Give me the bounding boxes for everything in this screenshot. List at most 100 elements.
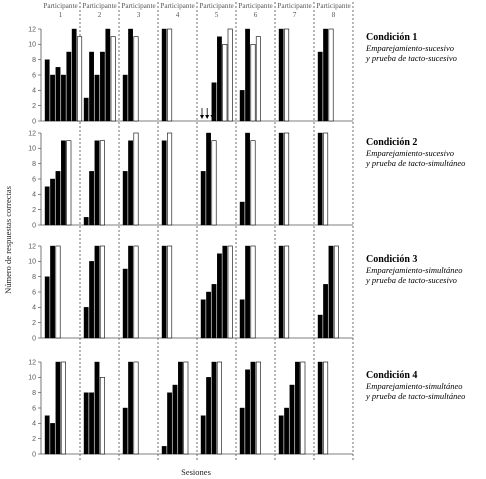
y-tick-label: 8 bbox=[32, 390, 36, 397]
bar-test-extra bbox=[227, 28, 233, 122]
bar-training bbox=[239, 407, 245, 455]
bar-training bbox=[50, 74, 56, 122]
y-tick-label: 6 bbox=[32, 289, 36, 296]
bar-training bbox=[105, 28, 111, 122]
bar-test bbox=[216, 361, 222, 455]
bar-training bbox=[172, 384, 178, 455]
bar-training bbox=[94, 74, 100, 122]
bar-training bbox=[245, 369, 250, 455]
bar-training bbox=[289, 384, 295, 455]
y-tick-label: 10 bbox=[28, 375, 36, 382]
condition-subtitle: Emparejamiento-sucesivo bbox=[366, 148, 454, 158]
y-tick-label: 10 bbox=[28, 146, 36, 153]
bar-training bbox=[50, 245, 56, 339]
bar-training bbox=[328, 245, 334, 339]
bar-training bbox=[50, 178, 56, 226]
y-tick-label: 2 bbox=[32, 103, 36, 110]
condition-title: Condición 2 bbox=[366, 137, 418, 148]
condition-label: Condición 2 Emparejamiento-sucesivo y prue… bbox=[366, 137, 486, 168]
bar-training bbox=[55, 67, 61, 122]
y-tick-label: 8 bbox=[32, 57, 36, 64]
bar-test bbox=[77, 36, 83, 122]
participant-header-word: Participante bbox=[199, 2, 233, 10]
y-tick-label: 8 bbox=[32, 161, 36, 168]
bar-training bbox=[200, 415, 206, 455]
bar-training bbox=[128, 361, 133, 455]
bar-test bbox=[284, 245, 290, 339]
bar-test bbox=[167, 245, 173, 339]
bar-training bbox=[278, 28, 284, 122]
bar-test bbox=[183, 361, 189, 455]
bar-test bbox=[133, 132, 139, 226]
bar-training bbox=[83, 392, 89, 455]
y-tick-label: 10 bbox=[28, 42, 36, 49]
participant-header-number: 2 bbox=[98, 11, 102, 19]
y-tick-label: 12 bbox=[28, 130, 36, 137]
bar-training bbox=[245, 28, 250, 122]
y-tick-label: 6 bbox=[32, 176, 36, 183]
bar-training bbox=[245, 132, 250, 226]
bar-training bbox=[89, 51, 95, 122]
y-tick-label: 4 bbox=[32, 305, 36, 312]
bar-training bbox=[216, 36, 222, 122]
participant-header-number: 5 bbox=[215, 11, 219, 19]
participant-header-word: Participante bbox=[160, 2, 194, 10]
bar-training bbox=[122, 74, 128, 122]
bar-test bbox=[99, 140, 105, 226]
y-axis-title: Número de respuestas correctas bbox=[3, 186, 13, 294]
y-tick-label: 2 bbox=[32, 320, 36, 327]
condition-subtitle: y prueba de tacto-sucesivo bbox=[366, 275, 457, 285]
bar-training bbox=[161, 446, 167, 455]
participant-header-number: 7 bbox=[293, 11, 297, 19]
condition-label: Condición 1 Emparejamiento-sucesivo y prue… bbox=[366, 32, 486, 63]
bar-training bbox=[161, 28, 167, 122]
bar-training bbox=[44, 59, 50, 122]
bar-test bbox=[222, 44, 228, 122]
bar-test bbox=[211, 140, 217, 226]
y-tick-label: 12 bbox=[28, 243, 36, 250]
bar-test bbox=[133, 36, 139, 122]
bar-training bbox=[94, 361, 100, 455]
bar-training bbox=[44, 415, 50, 455]
y-tick-label: 6 bbox=[32, 405, 36, 412]
y-tick-label: 12 bbox=[28, 359, 36, 366]
bar-training bbox=[216, 253, 222, 339]
bar-training bbox=[44, 276, 50, 339]
bar-training bbox=[99, 51, 105, 122]
bar-test bbox=[328, 28, 334, 122]
participant-header-word: Participante bbox=[316, 2, 350, 10]
bar-test bbox=[167, 28, 173, 122]
bar-test bbox=[133, 245, 139, 339]
bar-training bbox=[278, 132, 284, 226]
bar-training bbox=[89, 261, 95, 339]
bar-test bbox=[284, 132, 290, 226]
bar-training bbox=[323, 284, 328, 339]
participant-header-number: 4 bbox=[176, 11, 180, 19]
bar-training bbox=[239, 299, 245, 339]
bar-test bbox=[99, 377, 105, 455]
y-tick-label: 4 bbox=[32, 192, 36, 199]
bar-test-extra bbox=[255, 36, 261, 122]
y-tick-label: 12 bbox=[28, 26, 36, 33]
bar-training bbox=[284, 407, 289, 455]
bar-test bbox=[110, 36, 116, 122]
bar-test bbox=[167, 132, 173, 226]
participant-header-number: 8 bbox=[332, 11, 336, 19]
bar-training bbox=[211, 82, 217, 122]
bar-test bbox=[300, 361, 306, 455]
bar-training bbox=[128, 140, 133, 226]
participant-header-word: Participante bbox=[277, 2, 311, 10]
bar-test bbox=[133, 361, 139, 455]
y-tick-label: 4 bbox=[32, 88, 36, 95]
bar-training bbox=[66, 51, 72, 122]
bar-test bbox=[255, 361, 261, 455]
y-tick-label: 10 bbox=[28, 259, 36, 266]
participant-header-number: 3 bbox=[137, 11, 141, 19]
bar-training bbox=[177, 361, 183, 455]
bar-test bbox=[333, 245, 339, 339]
bar-training bbox=[44, 186, 50, 226]
bar-test bbox=[66, 140, 72, 226]
bar-training bbox=[239, 90, 245, 122]
bar-training bbox=[55, 361, 61, 455]
bar-training bbox=[55, 171, 61, 226]
